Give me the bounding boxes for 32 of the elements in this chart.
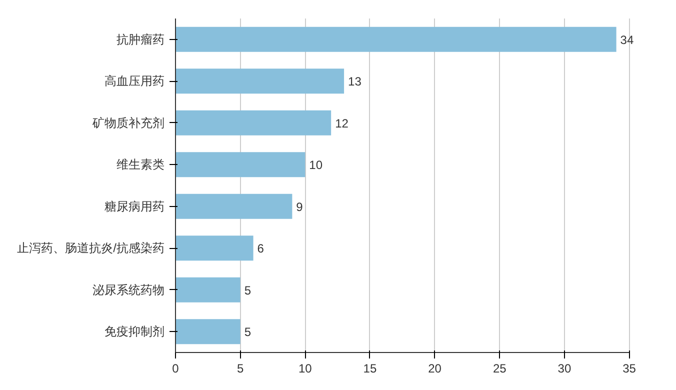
y-tick-label: 高血压用药 <box>104 74 164 88</box>
data-label: 34 <box>620 32 634 47</box>
bar <box>176 110 332 136</box>
data-label: 10 <box>309 158 323 172</box>
y-tick-label: 泌尿系统药物 <box>92 282 164 297</box>
data-label: 12 <box>335 116 349 130</box>
data-label: 13 <box>348 74 362 89</box>
y-tick-label: 止泻药、肠道抗炎/抗感染药 <box>17 241 165 256</box>
x-tick-label: 30 <box>558 362 572 376</box>
x-tick-label: 20 <box>428 362 442 376</box>
bar <box>176 236 254 261</box>
x-tick-label: 5 <box>236 362 244 376</box>
data-label: 5 <box>244 325 252 340</box>
data-label: 5 <box>244 283 252 298</box>
x-tick-label: 0 <box>172 362 180 376</box>
y-tick-label: 维生素类 <box>116 158 164 172</box>
bar <box>176 194 292 219</box>
x-tick-label: 15 <box>363 362 377 376</box>
bar <box>176 152 306 178</box>
bar <box>176 277 240 302</box>
y-tick-label: 免疫抑制剂 <box>104 324 164 339</box>
y-tick-label: 抗肿瘤药 <box>116 32 164 46</box>
y-tick-label: 糖尿病用药 <box>104 199 164 214</box>
data-label: 9 <box>296 200 304 214</box>
bar <box>176 26 616 52</box>
y-tick-label: 矿物质补充剂 <box>92 116 164 130</box>
bar <box>176 319 240 344</box>
x-tick-label: 25 <box>492 362 507 376</box>
x-tick-label: 35 <box>622 362 636 376</box>
data-label: 6 <box>257 242 264 256</box>
bar <box>176 68 344 94</box>
x-tick-label: 10 <box>298 362 312 376</box>
